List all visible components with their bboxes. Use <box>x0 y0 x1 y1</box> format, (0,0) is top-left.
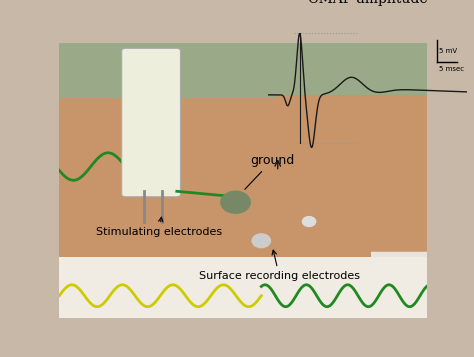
Circle shape <box>221 191 250 213</box>
Circle shape <box>302 217 316 226</box>
Circle shape <box>252 234 271 248</box>
FancyBboxPatch shape <box>59 43 427 125</box>
Text: 5 mV: 5 mV <box>439 48 457 54</box>
FancyBboxPatch shape <box>276 95 430 252</box>
Text: 5 msec: 5 msec <box>439 66 464 72</box>
FancyBboxPatch shape <box>59 98 372 276</box>
Text: Stimulating electrodes: Stimulating electrodes <box>96 217 222 237</box>
FancyBboxPatch shape <box>59 194 427 318</box>
Text: Surface recording electrodes: Surface recording electrodes <box>199 250 360 281</box>
Text: ground: ground <box>245 154 294 189</box>
FancyBboxPatch shape <box>122 48 181 197</box>
Title: CMAP amplitude: CMAP amplitude <box>308 0 427 6</box>
FancyBboxPatch shape <box>59 257 427 318</box>
